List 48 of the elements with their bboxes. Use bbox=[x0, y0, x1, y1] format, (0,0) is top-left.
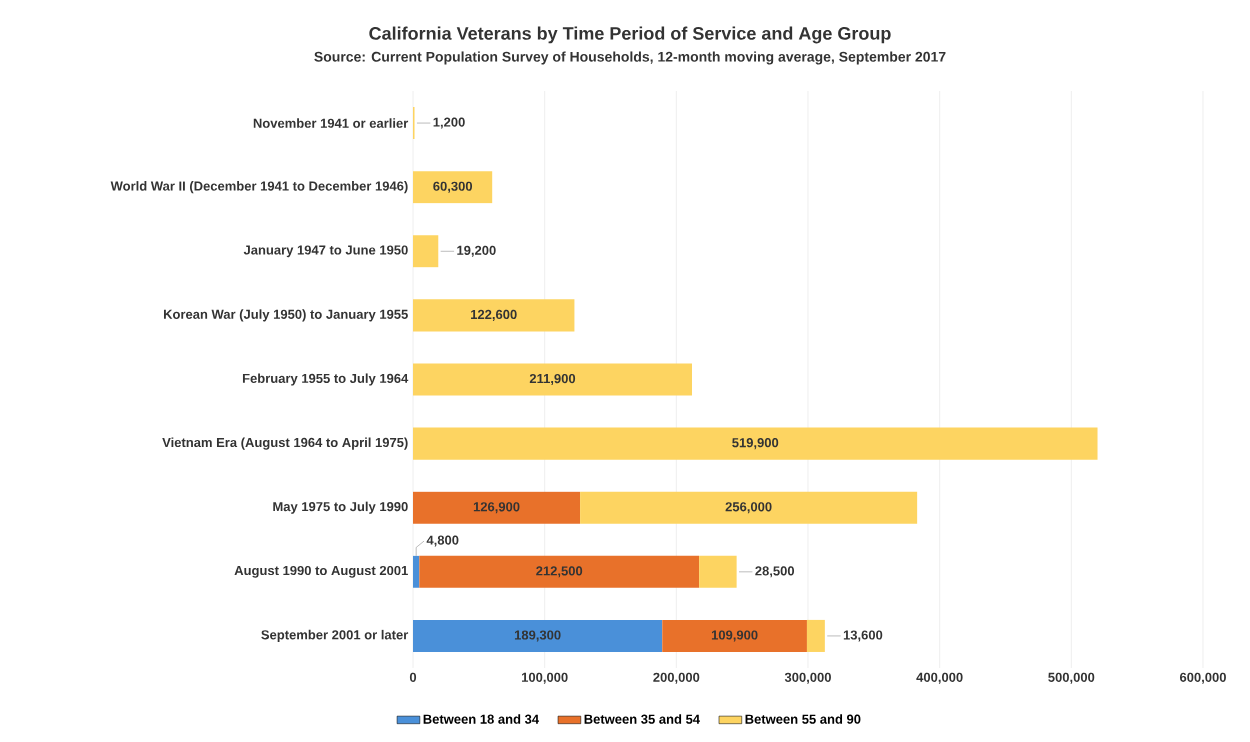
data-label: 211,900 bbox=[529, 373, 576, 386]
bar bbox=[413, 491, 581, 524]
y-tick-label: September 2001 or later bbox=[261, 629, 409, 642]
x-tick-label: 500,000 bbox=[1048, 672, 1095, 684]
legend-label: Between 18 and 34 bbox=[423, 714, 540, 724]
data-label: 256,000 bbox=[725, 502, 772, 514]
data-label: 4,800 bbox=[426, 535, 459, 547]
y-tick-label: Korean War (July 1950) to January 1955 bbox=[163, 309, 408, 322]
chart-subtitle: Source: Current Population Survey of Households, 12-month moving average, September 2017 bbox=[314, 51, 946, 65]
bar bbox=[580, 491, 918, 524]
y-tick-label: January 1947 to June 1950 bbox=[243, 245, 408, 258]
y-tick-label: May 1975 to July 1990 bbox=[273, 501, 408, 514]
bar bbox=[419, 555, 700, 588]
x-tick-label: 0 bbox=[409, 672, 417, 682]
bar bbox=[662, 619, 807, 652]
bar bbox=[413, 619, 663, 652]
data-label: 13,600 bbox=[843, 630, 883, 642]
bar bbox=[413, 555, 420, 588]
bar bbox=[413, 299, 575, 332]
y-tick-label: February 1955 to July 1964 bbox=[242, 373, 409, 386]
chart-title: California Veterans by Time Period of Service and Age Group bbox=[369, 26, 891, 44]
data-label: 189,300 bbox=[514, 630, 561, 642]
x-tick-label: 400,000 bbox=[916, 672, 963, 684]
data-label: 60,300 bbox=[433, 181, 473, 193]
x-tick-label: 600,000 bbox=[1179, 672, 1226, 684]
data-label: 28,500 bbox=[755, 566, 795, 578]
bar bbox=[806, 619, 825, 652]
data-label: 122,600 bbox=[471, 309, 517, 321]
y-tick-label: World War II (December 1941 to December 1946) bbox=[110, 181, 408, 194]
data-label: 126,900 bbox=[473, 502, 520, 514]
data-label: 1,200 bbox=[433, 117, 465, 129]
x-tick-label: 300,000 bbox=[784, 672, 831, 684]
y-tick-label: August 1990 to August 2001 bbox=[234, 565, 408, 578]
x-tick-label: 100,000 bbox=[521, 672, 568, 684]
bar bbox=[413, 171, 493, 204]
y-tick-label: November 1941 or earlier bbox=[253, 118, 409, 128]
bar bbox=[413, 427, 1098, 460]
y-tick-label: Vietnam Era (August 1964 to April 1975) bbox=[162, 437, 408, 450]
bar bbox=[699, 555, 737, 588]
x-tick-label: 200,000 bbox=[653, 672, 700, 684]
data-label: 19,200 bbox=[457, 245, 496, 257]
bar bbox=[413, 363, 692, 396]
data-label: 519,900 bbox=[732, 438, 779, 450]
legend-label: Between 35 and 54 bbox=[584, 714, 700, 724]
data-label: 212,500 bbox=[536, 566, 583, 578]
data-label: 109,900 bbox=[711, 630, 758, 642]
legend-label: Between 55 and 90 bbox=[745, 714, 861, 724]
bar bbox=[413, 235, 439, 268]
